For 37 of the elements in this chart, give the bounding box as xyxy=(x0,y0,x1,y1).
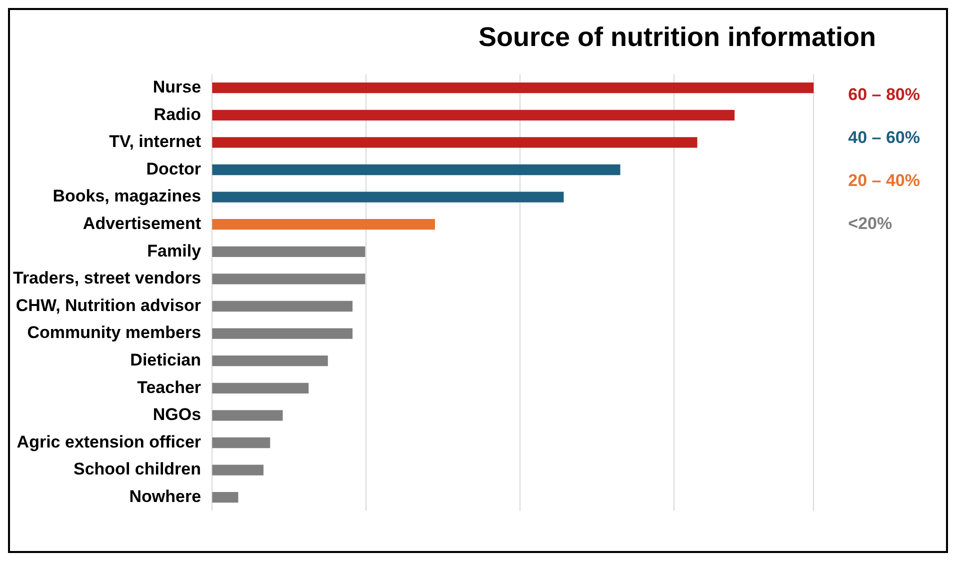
y-tick-label: Nowhere xyxy=(129,487,202,506)
y-tick-label: Agric extension officer xyxy=(16,432,202,452)
y-tick-label: Advertisement xyxy=(82,214,202,234)
bar xyxy=(212,437,270,448)
y-tick-label: Traders, street vendors xyxy=(13,268,202,288)
bar xyxy=(212,356,328,366)
chart-title: Source of nutrition information xyxy=(478,21,877,54)
bar xyxy=(212,274,366,284)
y-tick-label: Radio xyxy=(154,104,202,124)
bar xyxy=(212,192,564,202)
text: 40 – 60% xyxy=(848,128,920,148)
bar xyxy=(212,410,283,421)
y-tick-label: School children xyxy=(74,460,202,479)
bar xyxy=(212,382,309,394)
bar xyxy=(212,492,238,503)
bar xyxy=(212,137,698,148)
bar xyxy=(212,164,620,176)
bar xyxy=(212,328,353,339)
y-tick-label: Teacher xyxy=(137,378,202,397)
y-tick-label: Dietician xyxy=(130,350,202,370)
y-tick-label: Nurse xyxy=(152,78,202,97)
y-tick-label: Doctor xyxy=(146,159,202,178)
y-tick-label: Family xyxy=(147,241,202,260)
bar xyxy=(212,464,264,476)
text: 60 – 80% xyxy=(848,85,920,104)
y-tick-label: Books, magazines xyxy=(52,186,202,206)
bar xyxy=(212,82,814,94)
y-tick-label: TV, internet xyxy=(109,132,202,152)
bar xyxy=(212,300,353,312)
bar xyxy=(212,110,735,120)
text: 20 – 40% xyxy=(848,171,920,190)
y-tick-label: CHW, Nutrition advisor xyxy=(16,296,202,315)
bar xyxy=(212,219,435,230)
y-tick-label: Community members xyxy=(27,323,202,342)
text: <20% xyxy=(848,214,892,234)
bar xyxy=(212,246,366,257)
y-tick-label: NGOs xyxy=(152,405,202,424)
